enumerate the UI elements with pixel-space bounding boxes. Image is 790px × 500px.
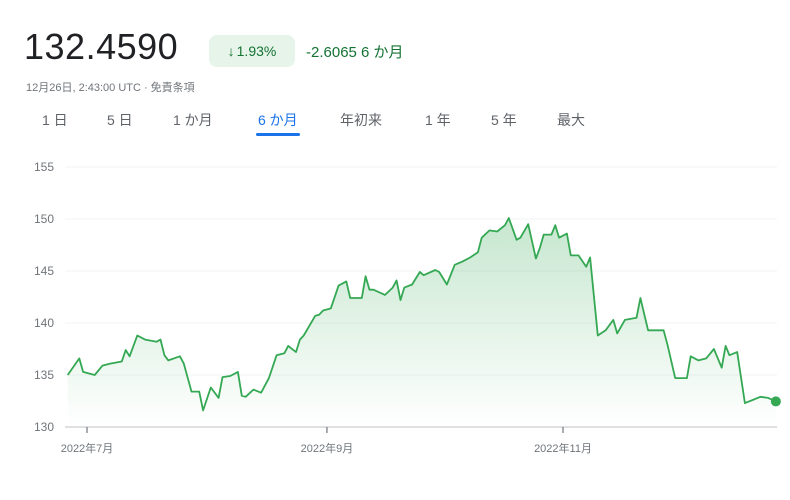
tab-5-years[interactable]: 5 年: [491, 112, 517, 128]
tab-6-months[interactable]: 6 か月: [256, 112, 300, 136]
y-tick-label: 145: [34, 264, 54, 278]
tab-1-year[interactable]: 1 年: [425, 112, 451, 128]
tab-1-day[interactable]: 1 日: [42, 112, 68, 128]
x-tick-label: 2022年7月: [61, 441, 114, 455]
separator: ·: [143, 82, 148, 94]
timestamp: 12月26日, 2:43:00 UTC: [26, 82, 141, 94]
y-tick-label: 130: [34, 420, 54, 434]
tab-max[interactable]: 最大: [557, 112, 585, 128]
x-tick-label: 2022年9月: [301, 441, 354, 455]
y-tick-label: 150: [34, 212, 54, 226]
y-tick-label: 140: [34, 316, 54, 330]
current-price: 132.4590: [24, 26, 179, 67]
arrow-down-icon: ↓: [227, 43, 235, 59]
change-summary: -2.6065 6 か月: [306, 41, 404, 62]
tab-ytd[interactable]: 年初来: [340, 112, 382, 128]
price-line: [66, 217, 777, 412]
change-percent: 1.93%: [236, 43, 277, 59]
x-tick-label: 2022年11月: [534, 441, 592, 455]
change-absolute: -2.6065: [306, 44, 357, 61]
disclaimer-link[interactable]: 免責条項: [150, 82, 195, 94]
quote-subtitle: 12月26日, 2:43:00 UTC · 免責条項: [26, 79, 195, 95]
y-tick-label: 135: [34, 368, 54, 382]
tab-5-days[interactable]: 5 日: [107, 112, 133, 128]
current-price-dot: [770, 396, 781, 407]
change-period: 6 か月: [361, 44, 404, 61]
y-tick-label: 155: [34, 160, 54, 174]
price-area: [67, 218, 776, 427]
tab-1-month[interactable]: 1 か月: [173, 112, 213, 128]
change-percent-badge: ↓ 1.93%: [209, 35, 295, 67]
